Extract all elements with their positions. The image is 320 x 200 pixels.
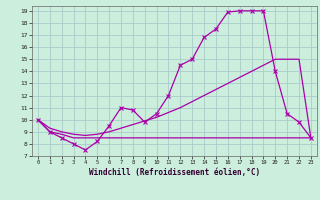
X-axis label: Windchill (Refroidissement éolien,°C): Windchill (Refroidissement éolien,°C) (89, 168, 260, 177)
